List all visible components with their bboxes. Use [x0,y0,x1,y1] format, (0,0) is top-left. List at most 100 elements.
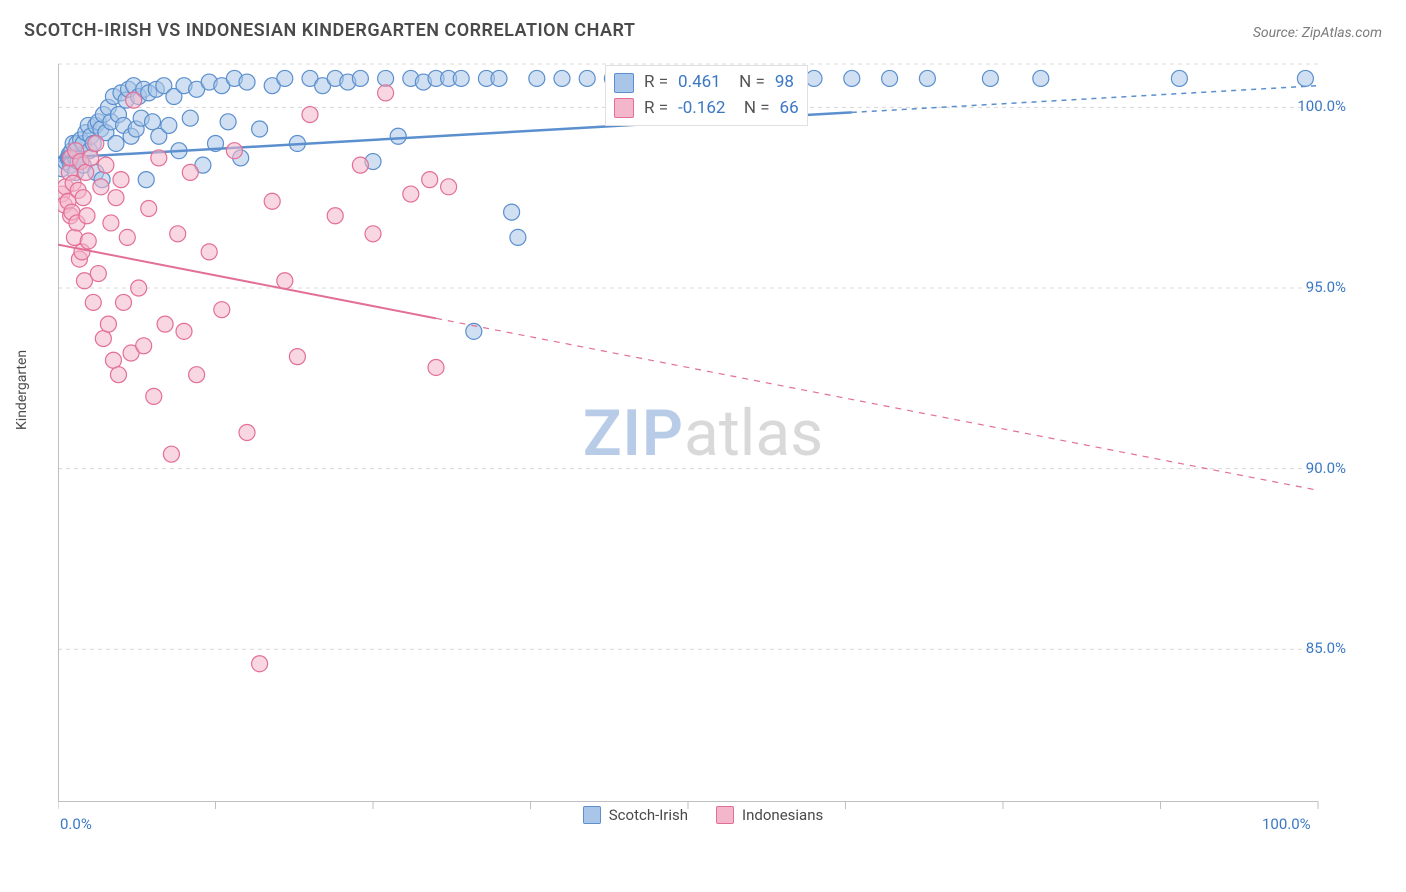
stat-n-label: N = [731,70,765,96]
data-point [79,208,95,224]
stat-r-label: R = [644,70,668,96]
data-point [302,107,318,123]
stat-n-value: 66 [780,96,799,122]
data-point [327,208,343,224]
data-point [264,193,280,209]
legend-swatch [583,806,601,824]
data-point [138,172,154,188]
data-point [105,352,121,368]
data-point [151,150,167,166]
y-axis-label: Kindergarten [14,350,30,430]
legend-item: Scotch-Irish [583,806,688,824]
data-point [844,70,860,86]
legend-label: Scotch-Irish [609,806,688,824]
plot-container: ZIPatlas R =0.461 N =98R =-0.162 N =66 S… [58,56,1348,826]
data-point [806,70,822,86]
data-point [378,70,394,86]
data-point [131,280,147,296]
data-point [113,172,129,188]
data-point [157,316,173,332]
legend-bottom: Scotch-Irish Indonesians [58,806,1348,824]
data-point [108,135,124,151]
data-point [214,302,230,318]
stat-r-value: -0.162 [678,96,725,122]
data-point [161,117,177,133]
y-tick-label: 90.0% [1306,459,1346,477]
chart-title: SCOTCH-IRISH VS INDONESIAN KINDERGARTEN … [24,20,635,41]
data-point [146,388,162,404]
legend-item: Indonesians [716,806,823,824]
data-point [93,179,109,195]
data-point [403,186,419,202]
data-point [422,172,438,188]
x-tick-label: 0.0% [60,815,92,833]
stat-row: R =-0.162 N =66 [614,96,799,122]
data-point [80,233,96,249]
data-point [277,70,293,86]
data-point [1171,70,1187,86]
stat-row: R = 0.461 N = 98 [614,70,799,96]
data-point [919,70,935,86]
data-point [390,128,406,144]
data-point [116,294,132,310]
data-point [182,164,198,180]
x-tick-label: 100.0% [1262,815,1311,833]
stat-r-label: R = [644,96,668,122]
data-point [141,201,157,217]
data-point [189,367,205,383]
correlation-stats-box: R = 0.461 N = 98R = -0.162 N = 66 [605,65,808,126]
source-prefix: Source: [1253,25,1302,41]
data-point [83,150,99,166]
data-point [239,425,255,441]
data-point [239,74,255,90]
data-point [119,229,135,245]
data-point [441,179,457,195]
trend-line-dashed [852,86,1318,113]
data-point [491,70,507,86]
data-point [163,446,179,462]
trend-line-solid [58,245,436,319]
data-point [982,70,998,86]
data-point [1033,70,1049,86]
data-point [289,349,305,365]
data-point [98,157,114,173]
data-point [88,135,104,151]
data-point [176,323,192,339]
stat-n-value: 98 [775,70,794,96]
chart-source: Source: ZipAtlas.com [1253,25,1382,41]
y-tick-label: 85.0% [1306,639,1346,657]
data-point [453,70,469,86]
data-point [277,273,293,289]
data-point [428,359,444,375]
data-point [145,114,161,130]
data-point [352,70,368,86]
data-point [365,226,381,242]
data-point [85,294,101,310]
data-point [510,229,526,245]
stat-r-value: 0.461 [678,70,721,96]
data-point [182,110,198,126]
y-tick-label: 95.0% [1306,278,1346,296]
data-point [201,244,217,260]
stat-swatch [614,73,634,93]
data-point [529,70,545,86]
y-tick-label: 100.0% [1297,97,1346,115]
data-point [100,316,116,332]
source-name: ZipAtlas.com [1302,25,1382,41]
data-point [352,157,368,173]
data-point [136,338,152,354]
data-point [226,143,242,159]
data-point [110,367,126,383]
data-point [252,121,268,137]
data-point [95,331,111,347]
stat-swatch [614,98,634,118]
data-point [579,70,595,86]
data-point [554,70,570,86]
data-point [504,204,520,220]
series-indonesians [58,85,1318,672]
data-point [378,85,394,101]
data-point [90,266,106,282]
legend-label: Indonesians [742,806,823,824]
data-point [108,190,124,206]
data-point [103,215,119,231]
